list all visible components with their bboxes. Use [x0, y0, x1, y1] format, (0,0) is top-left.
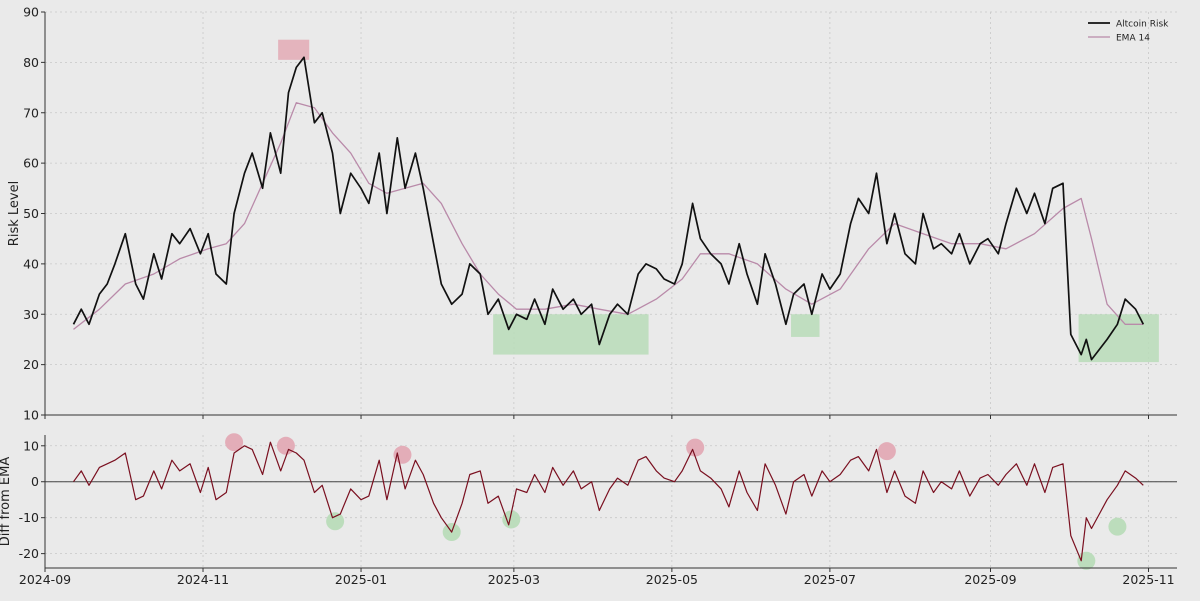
top-ytick-label-70: 70: [23, 105, 39, 120]
bottom-ytick-label-10: 10: [23, 438, 39, 453]
top-ytick-label-20: 20: [23, 357, 39, 372]
red-marker-6: [686, 438, 705, 457]
top-ytick-label-80: 80: [23, 55, 39, 70]
bottom-ytick-label-0: 0: [31, 474, 39, 489]
xtick-label-2025-11: 2025-11: [1122, 572, 1174, 587]
xtick-label-2025-09: 2025-09: [964, 572, 1016, 587]
top-ytick-label-10: 10: [23, 408, 39, 423]
green-marker-9: [1108, 517, 1127, 536]
xtick-label-2025-07: 2025-07: [804, 572, 856, 587]
red-zone-0: [278, 39, 310, 60]
risk-level-panel: 10 20 30 40 50 60 70 80 90 Risk Level Altcoin Risk…: [7, 5, 1177, 423]
red-marker-3: [393, 445, 412, 464]
ema-14-line: [73, 102, 1144, 330]
top-ytick-label-50: 50: [23, 206, 39, 221]
legend-ema-label: EMA 14: [1116, 34, 1150, 44]
legend-risk-label: Altcoin Risk: [1116, 20, 1169, 30]
green-marker-8: [1077, 551, 1096, 570]
bottom-ytick-label--20: -20: [19, 546, 39, 561]
green-marker-5: [502, 510, 521, 529]
top-ytick-label-40: 40: [23, 256, 39, 271]
top-ytick-label-90: 90: [23, 5, 39, 20]
red-marker-0: [225, 433, 244, 452]
bottom-ytick-label--10: -10: [19, 510, 39, 525]
altcoin-risk-line: [72, 56, 1145, 361]
xtick-label-2025-03: 2025-03: [488, 572, 540, 587]
green-zone-1: [493, 314, 649, 355]
xtick-label-2025-01: 2025-01: [335, 572, 387, 587]
top-y-axis-title: Risk Level: [7, 181, 22, 246]
red-marker-1: [276, 436, 295, 455]
red-marker-7: [877, 442, 896, 461]
bottom-y-axis-title: Diff from EMA: [0, 457, 13, 547]
diff-from-ema-line: [73, 441, 1144, 562]
xtick-label-2024-09: 2024-09: [19, 572, 71, 587]
top-ytick-label-30: 30: [23, 307, 39, 322]
xtick-label-2025-05: 2025-05: [646, 572, 698, 587]
green-zone-2: [791, 314, 820, 337]
diff-from-ema-panel: -20 -10 0 10 2024-09 2024-11 2025-01 2025-03 202…: [0, 433, 1177, 587]
green-marker-2: [326, 512, 345, 531]
top-ytick-label-60: 60: [23, 156, 39, 171]
xtick-label-2024-11: 2024-11: [177, 572, 229, 587]
